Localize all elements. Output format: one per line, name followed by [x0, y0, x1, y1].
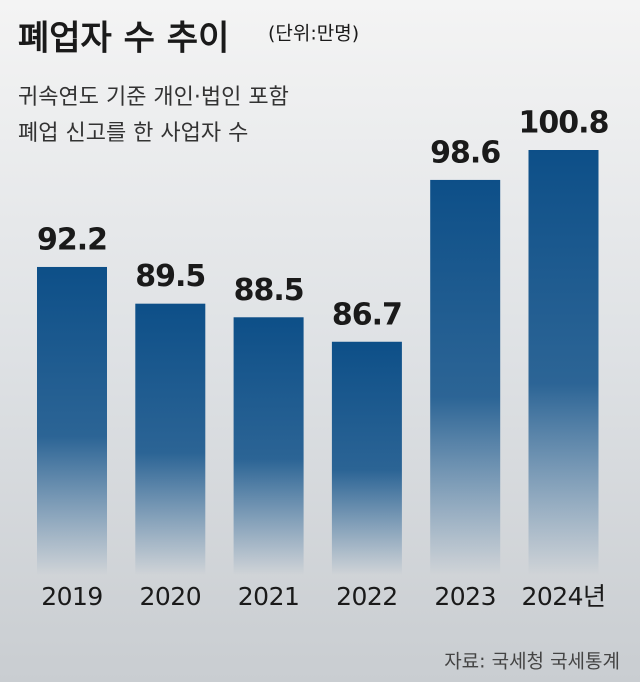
data-label: 86.7 [332, 297, 402, 332]
x-tick-label: 2023 [434, 582, 496, 611]
bar [528, 150, 599, 575]
subtitle: 귀속연도 기준 개인·법인 포함 [18, 85, 289, 110]
source: 자료: 국세청 국세통계 [444, 651, 620, 673]
bar [430, 179, 501, 576]
x-tick-label: 2020 [139, 582, 201, 611]
x-tick-label: 2024년 [521, 582, 605, 611]
data-label: 92.2 [37, 222, 107, 257]
subtitle: 폐업 신고를 한 사업자 수 [18, 121, 248, 146]
data-label: 89.5 [135, 259, 205, 294]
data-label: 98.6 [430, 135, 500, 170]
data-label: 88.5 [234, 273, 304, 308]
unit-label: (단위:만명) [268, 23, 359, 45]
bar [331, 341, 402, 575]
x-tick-label: 2019 [41, 582, 103, 611]
x-tick-label: 2022 [336, 582, 398, 611]
data-label: 100.8 [519, 106, 609, 141]
x-tick-label: 2021 [238, 582, 300, 611]
chart-title: 폐업자 수 추이 [18, 19, 229, 59]
bar [135, 303, 206, 575]
bar [37, 266, 107, 575]
bar [233, 317, 304, 575]
